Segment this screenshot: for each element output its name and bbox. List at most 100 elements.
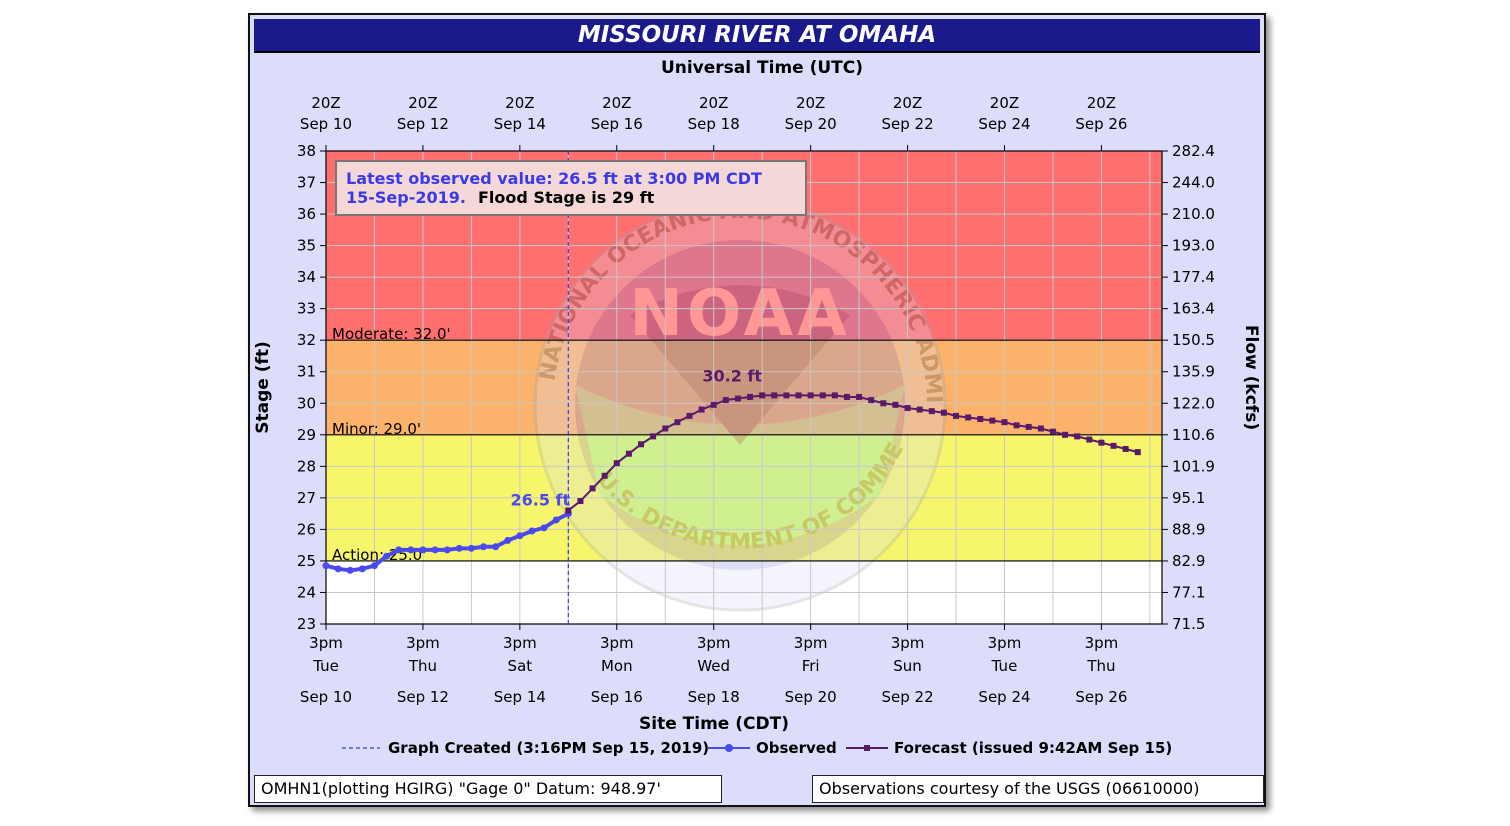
observed-point [516,532,524,540]
forecast-point [686,412,693,419]
forecast-point [977,416,984,423]
forecast-point [868,397,875,404]
cdt-tick-day: Tue [991,657,1018,675]
cdt-tick-time: 3pm [891,634,925,652]
flow-tick-label: 77.1 [1172,583,1205,601]
stage-axis-title: Stage (ft) [253,341,273,434]
latest-value-box [335,160,807,216]
utc-tick-time: 20Z [311,94,340,112]
forecast-point [843,393,850,400]
utc-tick-date: Sep 18 [688,115,740,133]
flow-axis-title: Flow (kcfs) [1241,325,1261,430]
moderate-flood-zone [326,340,1162,435]
utc-tick-date: Sep 20 [785,115,837,133]
observed-point [346,566,354,574]
flow-tick-label: 101.9 [1172,457,1215,475]
cdt-tick-date: Sep 12 [397,688,449,706]
threshold-label-moderate: Moderate: 32.0' [332,325,451,343]
stage-tick-label: 28 [297,457,316,475]
observed-point [455,544,463,552]
forecast-point [1086,436,1093,443]
utc-tick-time: 20Z [990,94,1019,112]
stage-tick-label: 36 [297,205,316,223]
forecast-point [674,419,681,426]
stage-tick-label: 31 [297,363,316,381]
observed-value-label: 26.5 ft [510,491,570,510]
observed-point [358,565,366,573]
cdt-tick-day: Thu [1086,657,1115,675]
forecast-point [759,392,766,399]
forecast-point [722,397,729,404]
cdt-tick-date: Sep 16 [591,688,643,706]
cdt-tick-time: 3pm [600,634,634,652]
observed-point [407,546,415,554]
forecast-point [1013,422,1020,429]
forecast-point [1001,419,1008,426]
cdt-tick-date: Sep 26 [1075,688,1127,706]
forecast-point [807,392,814,399]
utc-tick-time: 20Z [893,94,922,112]
utc-tick-time: 20Z [796,94,825,112]
forecast-point [565,507,572,514]
observed-point [480,543,488,551]
observed-point [467,544,475,552]
cdt-tick-day: Fri [802,657,820,675]
legend-observed-marker [725,744,733,752]
threshold-label-minor: Minor: 29.0' [332,420,421,438]
forecast-point [638,441,645,448]
stage-tick-label: 30 [297,394,316,412]
stage-tick-label: 35 [297,237,316,255]
utc-tick-date: Sep 16 [591,115,643,133]
chart-title: MISSOURI RIVER AT OMAHA [254,19,1260,53]
observed-point [370,562,378,570]
cdt-tick-day: Sun [893,657,922,675]
forecast-point [601,472,608,479]
forecast-point [916,406,923,413]
cdt-axis-title: Site Time (CDT) [639,714,789,734]
utc-tick-time: 20Z [602,94,631,112]
watermark-gull [630,285,850,445]
stage-tick-label: 26 [297,520,316,538]
stage-tick-label: 37 [297,174,316,192]
utc-tick-time: 20Z [505,94,534,112]
flow-tick-label: 95.1 [1172,489,1205,507]
utc-tick-date: Sep 14 [494,115,546,133]
observed-point [334,565,342,573]
forecast-point [965,414,972,421]
stage-tick-label: 25 [297,552,316,570]
cdt-tick-time: 3pm [309,634,343,652]
utc-axis-title: Universal Time (UTC) [661,58,863,78]
forecast-point [989,417,996,424]
forecast-point [819,392,826,399]
flow-tick-label: 282.4 [1172,142,1215,160]
watermark-disc [575,240,905,570]
forecast-point [625,450,632,457]
forecast-point [698,406,705,413]
cdt-tick-day: Wed [697,657,730,675]
utc-tick-time: 20Z [1087,94,1116,112]
datum-note: OMHN1(plotting HGIRG) "Gage 0" Datum: 94… [254,775,722,803]
usgs-credit-note: Observations courtesy of the USGS (06610… [812,775,1264,803]
observed-point [443,546,451,554]
forecast-point [1110,442,1117,449]
stage-tick-label: 23 [297,615,316,633]
latest-value-line1: Latest observed value: 26.5 ft at 3:00 P… [346,169,762,188]
cdt-tick-time: 3pm [988,634,1022,652]
forecast-point [831,392,838,399]
flow-tick-label: 177.4 [1172,268,1215,286]
utc-tick-time: 20Z [699,94,728,112]
cdt-tick-date: Sep 24 [978,688,1030,706]
stage-tick-label: 27 [297,489,316,507]
forecast-point [1062,431,1069,438]
observed-point [395,546,403,554]
forecast-point [710,401,717,408]
flow-tick-label: 244.0 [1172,174,1215,192]
stage-tick-label: 38 [297,142,316,160]
cdt-tick-day: Mon [601,657,633,675]
cdt-tick-date: Sep 10 [300,688,352,706]
cdt-tick-day: Thu [408,657,437,675]
utc-tick-date: Sep 10 [300,115,352,133]
cdt-tick-day: Sat [508,657,533,675]
cdt-tick-date: Sep 18 [688,688,740,706]
